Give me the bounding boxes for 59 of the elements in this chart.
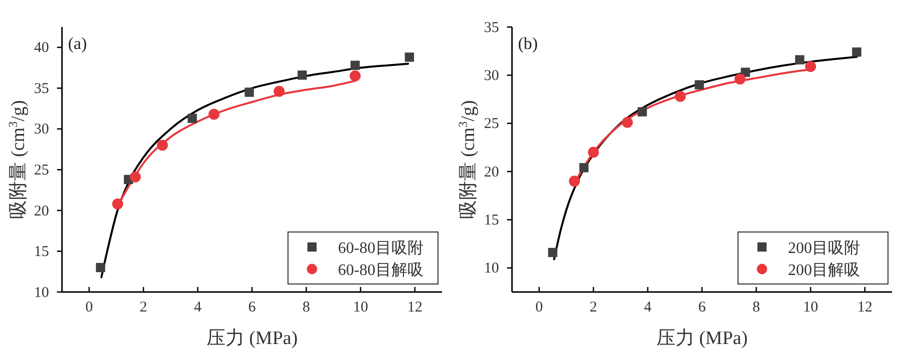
y-tick-label: 10 <box>34 284 49 301</box>
point <box>588 146 599 158</box>
point <box>795 55 804 64</box>
legend-label: 60-80目解吸 <box>338 262 424 279</box>
legend-label: 200目解吸 <box>788 262 860 279</box>
x-tick-label: 6 <box>698 300 706 316</box>
x-tick-label: 2 <box>590 300 598 316</box>
y-tick-label: 20 <box>34 203 49 220</box>
point <box>638 107 647 116</box>
point <box>404 52 414 62</box>
point <box>622 116 633 128</box>
y-tick-label: 30 <box>484 68 499 84</box>
point <box>852 47 862 57</box>
y-tick-label: 15 <box>34 244 49 260</box>
point <box>694 80 704 90</box>
x-tick-label: 0 <box>535 300 543 316</box>
point <box>548 248 558 258</box>
x-tick-label: 12 <box>407 300 422 316</box>
point <box>274 86 285 97</box>
x-tick-label: 4 <box>644 300 652 316</box>
point <box>156 140 168 151</box>
y-tick-label: 35 <box>484 20 499 36</box>
x-tick-label: 4 <box>194 300 202 316</box>
y-tick-label: 25 <box>34 162 49 178</box>
y-tick-label: 25 <box>484 116 499 132</box>
point <box>208 108 220 120</box>
point <box>734 74 746 85</box>
annotation: (a) <box>68 34 87 53</box>
x-axis-title: 压力 (MPa) <box>206 328 298 349</box>
y-tick-label: 40 <box>34 40 49 56</box>
x-tick-label: 10 <box>803 300 818 316</box>
y-tick-label: 15 <box>484 212 499 229</box>
x-tick-label: 2 <box>140 300 148 316</box>
x-tick-label: 8 <box>752 300 760 316</box>
y-tick-label: 20 <box>484 164 499 180</box>
x-tick-label: 10 <box>353 300 368 316</box>
x-tick-label: 0 <box>85 300 93 316</box>
point <box>112 198 124 210</box>
x-axis-title: 压力 (MPa) <box>656 328 748 349</box>
point <box>350 60 360 70</box>
point <box>579 163 589 172</box>
x-tick-label: 6 <box>248 300 256 316</box>
point <box>96 262 106 272</box>
legend-label: 200目吸附 <box>788 240 860 257</box>
legend-label: 60-80目吸附 <box>338 240 424 257</box>
y-tick-label: 30 <box>34 122 49 138</box>
y-tick-label: 35 <box>34 80 49 97</box>
annotation: (b) <box>518 34 538 53</box>
y-tick-label: 10 <box>484 260 499 277</box>
point <box>298 70 307 80</box>
point <box>568 176 580 187</box>
point <box>244 88 254 97</box>
x-tick-label: 8 <box>302 300 310 316</box>
point <box>350 70 361 82</box>
point <box>188 114 197 123</box>
point <box>674 90 686 102</box>
point <box>130 172 141 183</box>
point <box>805 61 816 72</box>
x-tick-label: 12 <box>857 300 872 316</box>
